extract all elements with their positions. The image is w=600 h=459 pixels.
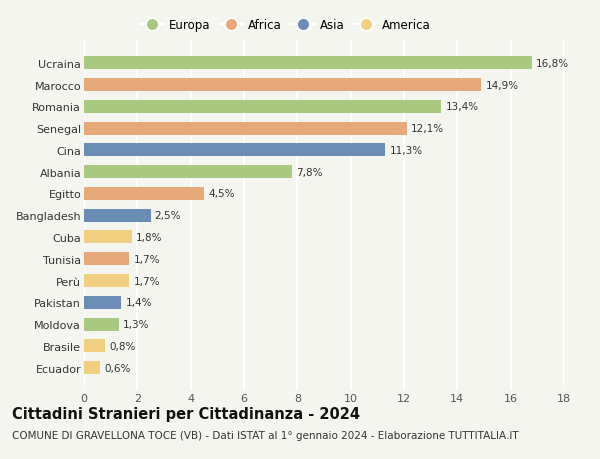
Bar: [84, 340, 106, 353]
Text: 11,3%: 11,3%: [389, 146, 422, 156]
Bar: [84, 187, 204, 201]
Text: 1,4%: 1,4%: [125, 297, 152, 308]
Text: COMUNE DI GRAVELLONA TOCE (VB) - Dati ISTAT al 1° gennaio 2024 - Elaborazione TU: COMUNE DI GRAVELLONA TOCE (VB) - Dati IS…: [12, 431, 518, 441]
Text: 0,8%: 0,8%: [109, 341, 136, 351]
Bar: [84, 274, 130, 287]
Text: 1,7%: 1,7%: [133, 254, 160, 264]
Bar: [84, 361, 100, 374]
Bar: [84, 79, 481, 92]
Bar: [84, 57, 532, 70]
Bar: [84, 144, 385, 157]
Text: 7,8%: 7,8%: [296, 167, 323, 177]
Bar: [84, 166, 292, 179]
Text: 1,8%: 1,8%: [136, 232, 163, 242]
Bar: [84, 296, 121, 309]
Legend: Europa, Africa, Asia, America: Europa, Africa, Asia, America: [136, 14, 436, 36]
Text: 14,9%: 14,9%: [485, 80, 518, 90]
Text: 4,5%: 4,5%: [208, 189, 235, 199]
Text: 2,5%: 2,5%: [155, 211, 181, 221]
Text: 13,4%: 13,4%: [445, 102, 478, 112]
Bar: [84, 101, 442, 114]
Text: 1,3%: 1,3%: [122, 319, 149, 329]
Text: 12,1%: 12,1%: [410, 124, 444, 134]
Bar: [84, 209, 151, 222]
Text: Cittadini Stranieri per Cittadinanza - 2024: Cittadini Stranieri per Cittadinanza - 2…: [12, 406, 360, 421]
Bar: [84, 252, 130, 266]
Bar: [84, 123, 407, 135]
Text: 1,7%: 1,7%: [133, 276, 160, 286]
Bar: [84, 318, 119, 331]
Bar: [84, 231, 132, 244]
Text: 16,8%: 16,8%: [536, 59, 569, 69]
Text: 0,6%: 0,6%: [104, 363, 130, 373]
